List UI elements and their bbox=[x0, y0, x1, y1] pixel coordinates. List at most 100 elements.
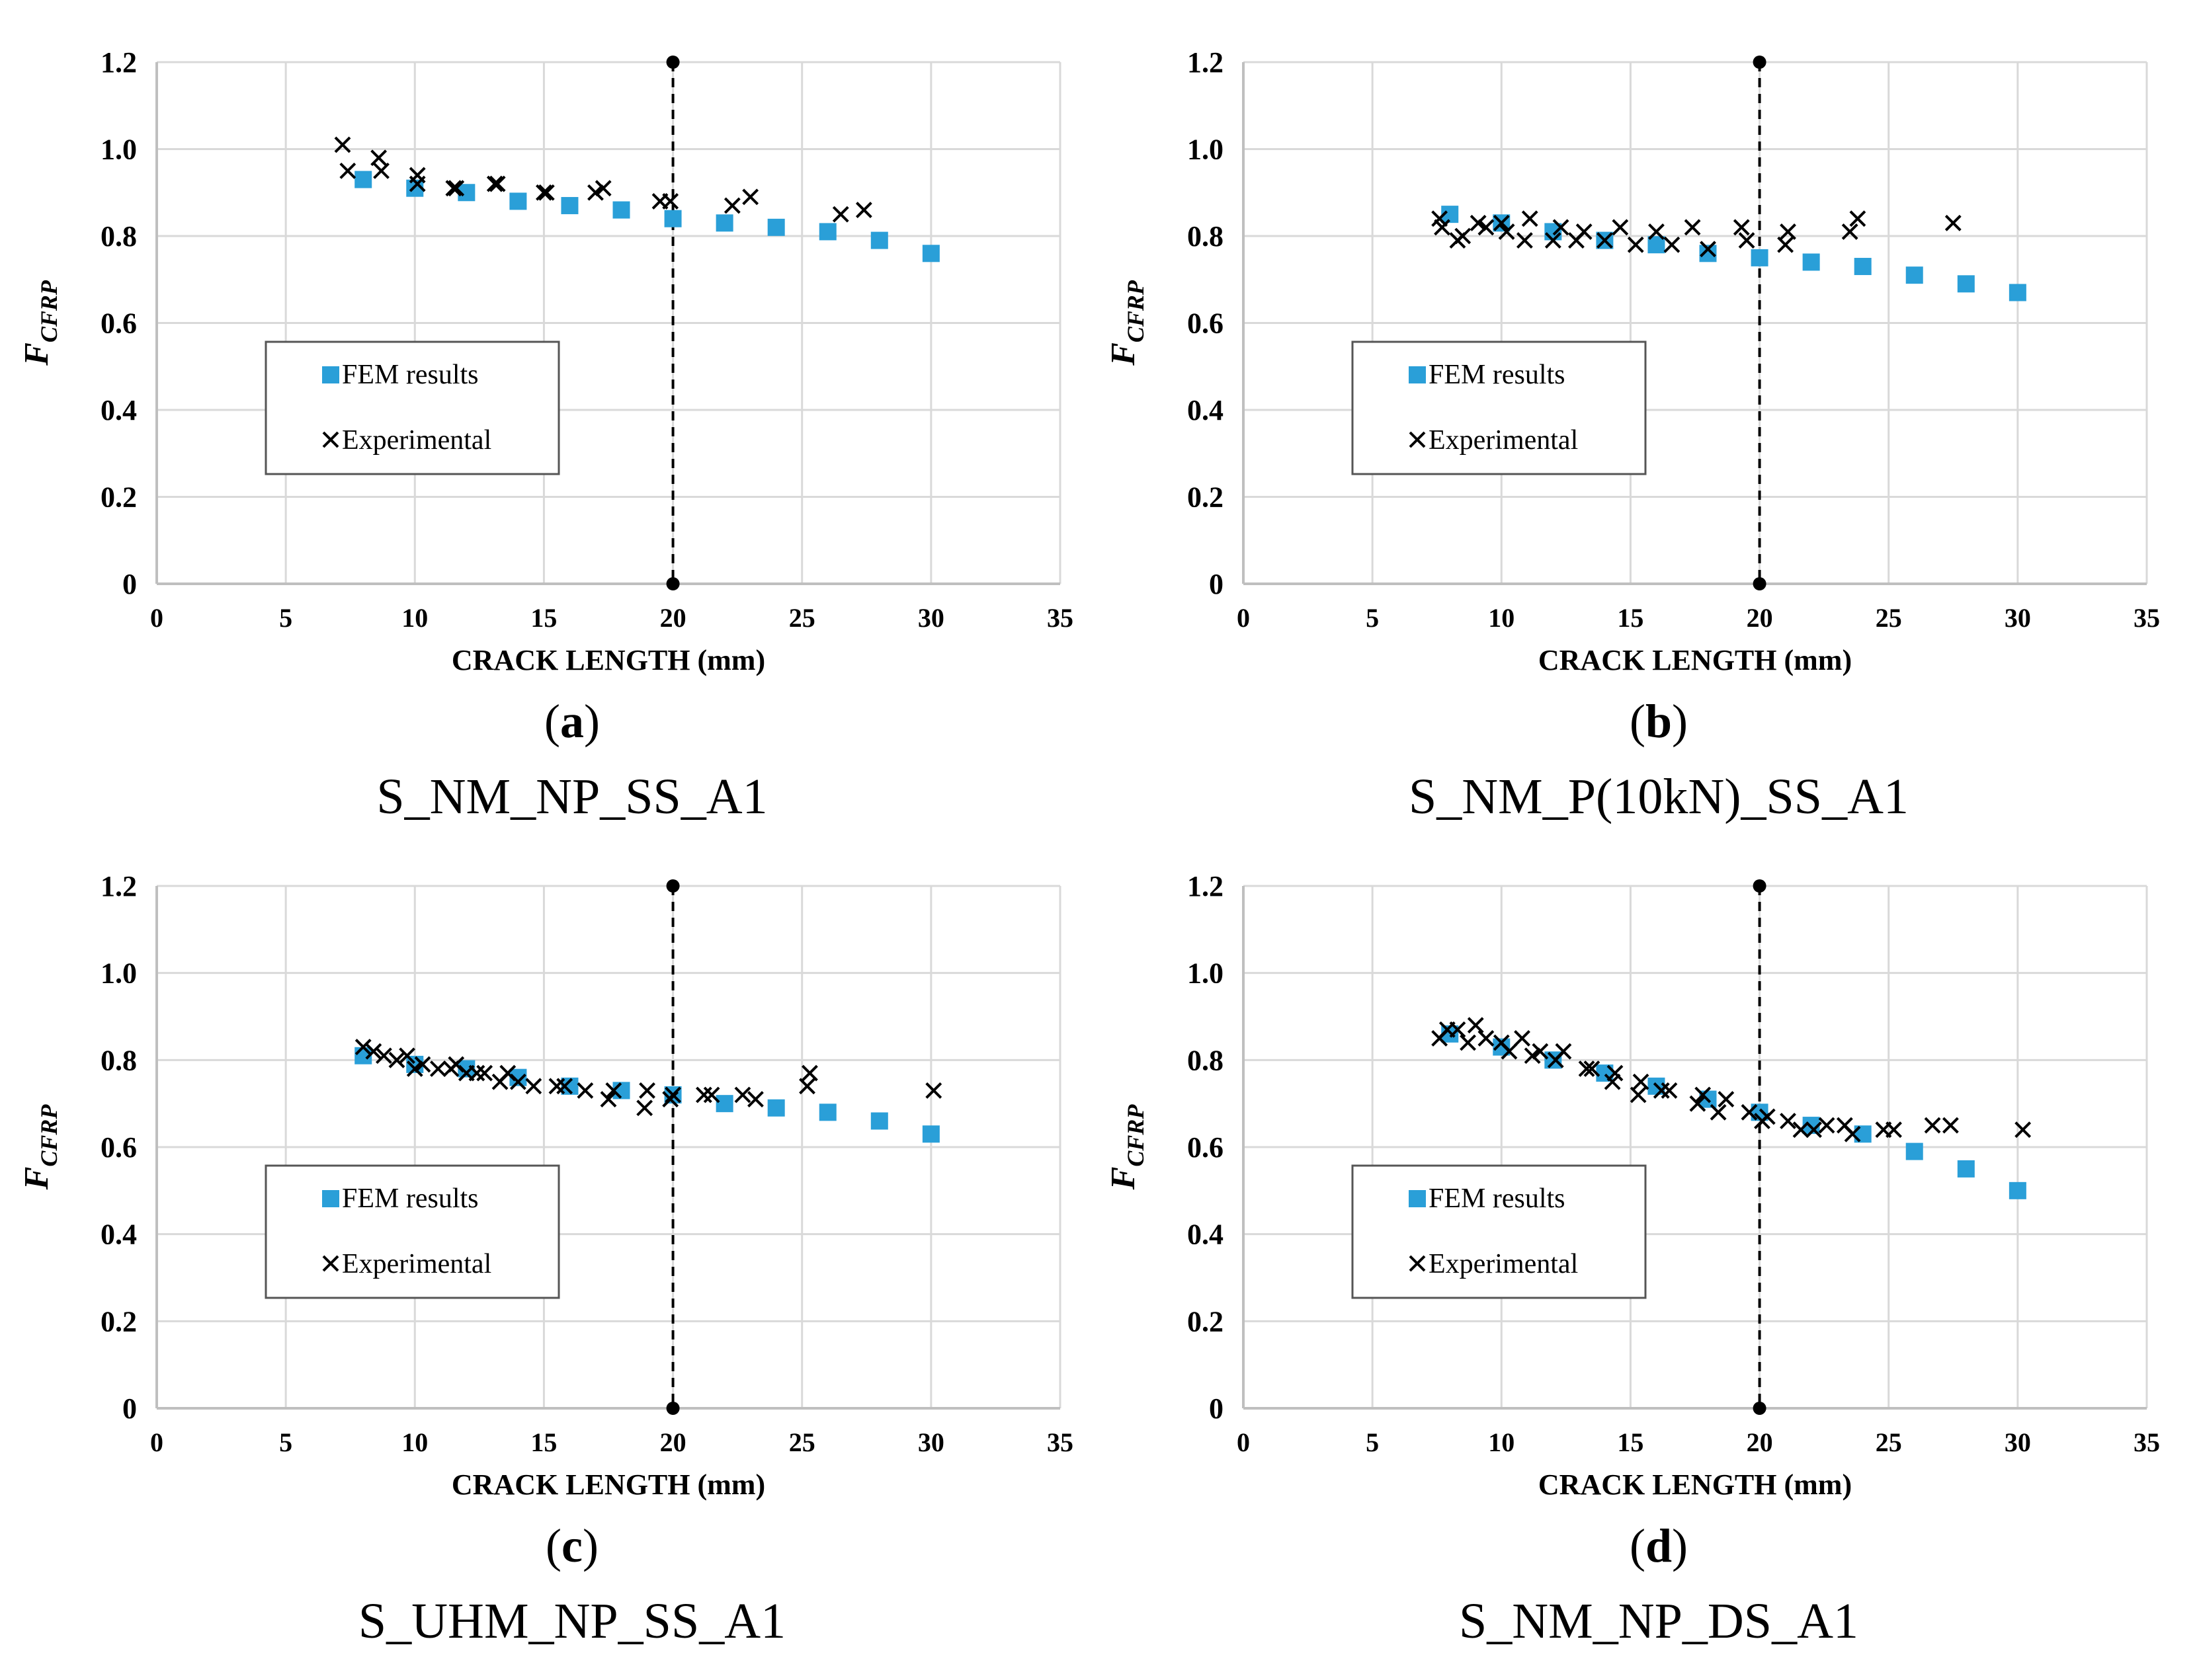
experimental-point bbox=[370, 149, 388, 167]
experimental-point bbox=[802, 1064, 818, 1082]
legend-box bbox=[1351, 1164, 1647, 1299]
fem-point bbox=[1905, 1142, 1923, 1160]
x-tick-label: 10 bbox=[401, 603, 428, 633]
experimental-point bbox=[1612, 219, 1629, 236]
experimental-point bbox=[468, 1064, 485, 1082]
panel-letter: (a) bbox=[544, 695, 600, 748]
experimental-point bbox=[1477, 1030, 1495, 1047]
y-axis-label-main: F bbox=[1104, 1167, 1142, 1191]
legend-experimental-label: Experimental bbox=[342, 1249, 491, 1279]
legend-fem-marker bbox=[1409, 1190, 1426, 1207]
x-tick-label: 25 bbox=[789, 603, 815, 633]
experimental-point bbox=[703, 1086, 720, 1103]
fem-point bbox=[612, 201, 630, 219]
y-tick-label: 1.2 bbox=[1187, 870, 1224, 902]
experimental-point bbox=[605, 1082, 622, 1099]
fem-point bbox=[664, 210, 682, 227]
fem-point bbox=[1751, 249, 1768, 266]
experimental-point bbox=[1501, 1043, 1518, 1060]
fem-point bbox=[354, 171, 372, 188]
y-tick-label: 0 bbox=[122, 568, 137, 600]
experimental-point bbox=[1924, 1117, 1941, 1134]
panel-letter: (c) bbox=[546, 1519, 599, 1572]
x-tick-label: 30 bbox=[918, 603, 944, 633]
panel-letter: (d) bbox=[1630, 1519, 1688, 1572]
y-tick-label: 0 bbox=[1209, 1392, 1224, 1425]
fem-point bbox=[1957, 1160, 1975, 1178]
reference-line-top-dot bbox=[1753, 56, 1766, 69]
experimental-point bbox=[595, 180, 612, 197]
experimental-point bbox=[414, 1056, 431, 1073]
y-tick-label: 0.6 bbox=[1187, 1131, 1224, 1164]
legend: FEM results Experimental bbox=[265, 1164, 560, 1299]
y-axis-label: FCFRP bbox=[1104, 280, 1149, 366]
x-tick-label: 20 bbox=[660, 603, 686, 633]
legend-box bbox=[1351, 340, 1647, 475]
experimental-point bbox=[1460, 1034, 1476, 1051]
chart-panel-b: 0 5 10 15 20 25 30 35 0 0.2 0.4 0.6 0.8 1.0 1.2 CRACK L… bbox=[1104, 46, 2160, 824]
x-tick-label: 15 bbox=[1617, 603, 1643, 633]
caption-letter: a bbox=[560, 695, 584, 748]
specimen-name: S_NM_NP_DS_A1 bbox=[1459, 1593, 1858, 1649]
experimental-point bbox=[1467, 1017, 1484, 1034]
experimental-point bbox=[724, 197, 741, 214]
y-tick-label: 0.6 bbox=[101, 307, 137, 340]
x-tick-label: 35 bbox=[2134, 603, 2160, 633]
experimental-point bbox=[665, 1086, 681, 1103]
legend-fem-label: FEM results bbox=[1429, 1183, 1565, 1214]
experimental-point bbox=[373, 162, 390, 179]
y-axis-label-main: F bbox=[18, 1167, 56, 1191]
y-axis-label-subscript: CFRP bbox=[36, 280, 62, 342]
experimental-point bbox=[1759, 1108, 1776, 1125]
y-tick-label: 0.4 bbox=[101, 1219, 137, 1251]
fem-point bbox=[922, 1125, 940, 1143]
caption-letter: b bbox=[1645, 695, 1672, 748]
y-axis-label-subscript: CFRP bbox=[36, 1104, 62, 1167]
experimental-point bbox=[799, 1078, 815, 1095]
experimental-point bbox=[1780, 1113, 1796, 1129]
y-axis-label: FCFRP bbox=[18, 1104, 62, 1191]
experimental-point bbox=[1942, 1117, 1959, 1134]
experimental-point bbox=[1516, 232, 1533, 249]
chart-panel-a: 0 5 10 15 20 25 30 35 0 0.2 0.4 0.6 0.8 1.0 1.2 CRACK L… bbox=[18, 46, 1073, 824]
experimental-point bbox=[354, 1039, 372, 1055]
legend-fem-marker bbox=[322, 366, 339, 383]
experimental-point bbox=[445, 180, 462, 197]
legend: FEM results Experimental bbox=[1351, 1164, 1647, 1299]
chart-panel-d: 0 5 10 15 20 25 30 35 0 0.2 0.4 0.6 0.8 1.0 1.2 CRACK L… bbox=[1104, 870, 2160, 1649]
experimental-point bbox=[376, 1047, 392, 1064]
caption-open-paren: ( bbox=[1630, 695, 1645, 748]
legend: FEM results Experimental bbox=[265, 340, 560, 475]
experimental-point bbox=[1596, 232, 1613, 249]
experimental-point bbox=[1684, 219, 1701, 236]
x-tick-label: 5 bbox=[1366, 603, 1379, 633]
y-axis-label: FCFRP bbox=[18, 280, 62, 366]
experimental-point bbox=[1944, 214, 1962, 231]
experimental-point bbox=[662, 192, 679, 210]
legend-experimental-marker bbox=[322, 1255, 339, 1272]
experimental-point bbox=[556, 1078, 573, 1095]
experimental-point bbox=[1524, 1047, 1541, 1064]
x-tick-label: 5 bbox=[1366, 1427, 1379, 1457]
y-tick-label: 0.4 bbox=[1187, 1219, 1224, 1251]
experimental-point bbox=[1792, 1121, 1809, 1139]
specimen-name: S_UHM_NP_SS_A1 bbox=[358, 1593, 786, 1649]
experimental-point bbox=[742, 188, 759, 206]
experimental-point bbox=[747, 1091, 764, 1107]
fem-point bbox=[716, 1095, 733, 1113]
experimental-point bbox=[734, 1086, 751, 1103]
x-tick-label: 15 bbox=[530, 603, 557, 633]
experimental-point bbox=[525, 1078, 542, 1095]
x-tick-label: 20 bbox=[1747, 1427, 1773, 1457]
fem-point bbox=[819, 1103, 837, 1121]
experimental-point bbox=[636, 1100, 653, 1117]
legend-box bbox=[265, 340, 560, 475]
experimental-point bbox=[1578, 1060, 1595, 1077]
y-tick-label: 1.2 bbox=[1187, 46, 1224, 79]
experimental-point bbox=[509, 1073, 526, 1090]
experimental-point bbox=[1777, 236, 1794, 253]
experimental-point bbox=[1844, 1125, 1861, 1142]
y-tick-label: 0 bbox=[1209, 568, 1224, 600]
y-tick-label: 0.4 bbox=[101, 394, 137, 426]
y-tick-label: 0.8 bbox=[1187, 1044, 1224, 1076]
